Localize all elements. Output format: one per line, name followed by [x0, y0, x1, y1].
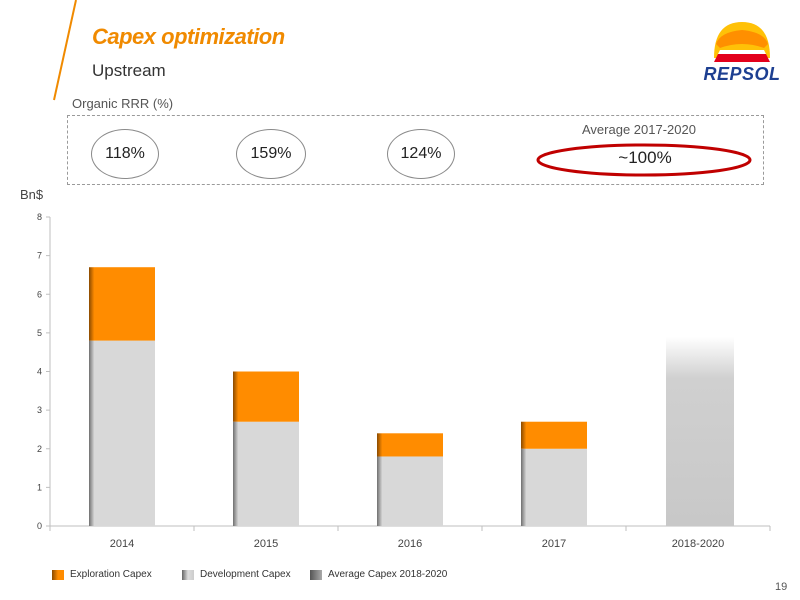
repsol-logo-mark [714, 22, 770, 62]
legend-swatch-exploration [52, 569, 64, 580]
legend-item-exploration: Exploration Capex [52, 569, 152, 580]
bar-development-2016 [377, 456, 443, 526]
y-axis-unit-label: Bn$ [20, 187, 44, 202]
bar-exploration-2016 [377, 433, 443, 457]
x-tick-label: 2018-2020 [672, 538, 725, 550]
bar-exploration-2015 [233, 371, 299, 422]
rrr-panel [67, 115, 764, 185]
x-tick-label: 2017 [542, 538, 566, 550]
y-tick-label: 8 [37, 212, 42, 222]
legend-swatch-average [310, 569, 322, 580]
legend-label-development: Development Capex [200, 569, 291, 580]
y-tick-label: 5 [37, 328, 42, 338]
x-tick-label: 2015 [254, 538, 278, 550]
orange-slash-decoration [53, 0, 77, 101]
rrr-value-2015: 159% [236, 129, 306, 179]
page-number: 19 [775, 581, 788, 593]
legend-swatch-development [182, 569, 194, 580]
repsol-logo-text: REPSOL [703, 64, 781, 84]
rrr-label: Organic RRR (%) [72, 96, 174, 111]
y-tick-label: 0 [37, 521, 42, 531]
bar-development-2015 [233, 421, 299, 526]
rrr-value-2014: 118% [91, 129, 159, 179]
x-tick-label: 2016 [398, 538, 422, 550]
bar-development-2014 [89, 340, 155, 526]
legend-item-average: Average Capex 2018-2020 [310, 569, 447, 580]
average-highlight-ellipse [536, 143, 752, 177]
x-tick-label: 2014 [110, 538, 134, 550]
average-rrr-label: Average 2017-2020 [582, 122, 696, 137]
y-tick-label: 4 [37, 367, 42, 377]
repsol-logo: REPSOL [700, 14, 784, 90]
page-title: Capex optimization [92, 24, 285, 49]
legend-label-average: Average Capex 2018-2020 [328, 569, 448, 580]
average-rrr-value: ~100% [618, 148, 672, 167]
legend-item-development: Development Capex [182, 569, 291, 580]
y-tick-label: 1 [37, 482, 42, 492]
bar-exploration-2014 [89, 267, 155, 341]
y-tick-label: 2 [37, 444, 42, 454]
rrr-value-2016: 124% [387, 129, 455, 179]
bar-development-2017 [521, 448, 587, 526]
y-tick-label: 3 [37, 405, 42, 415]
y-tick-label: 6 [37, 289, 42, 299]
page-subtitle: Upstream [92, 61, 166, 80]
bar-average-2018-2020 [666, 336, 734, 526]
bar-exploration-2017 [521, 421, 587, 449]
legend-label-exploration: Exploration Capex [70, 569, 152, 580]
y-tick-label: 7 [37, 251, 42, 261]
